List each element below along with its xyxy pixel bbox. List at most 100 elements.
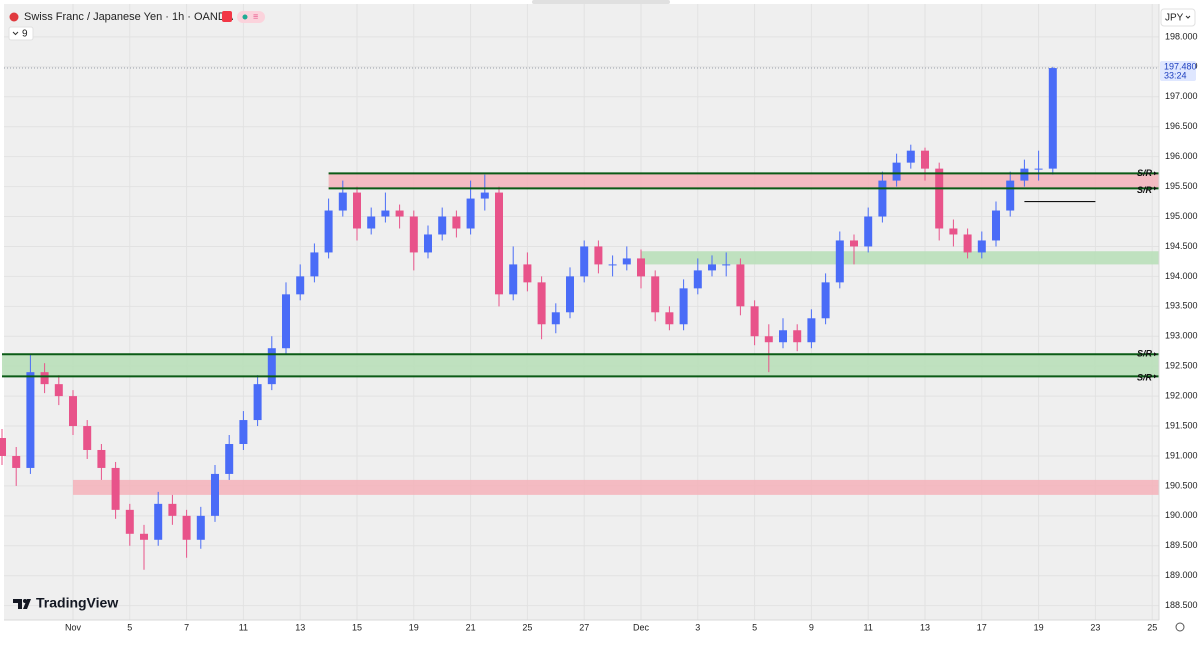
y-tick-label: 196.500 [1165,121,1198,131]
candle-body [750,306,759,337]
level-label: S/R [1137,349,1153,359]
price-tag [1160,61,1196,82]
candle-body [807,318,816,343]
x-tick-label: 13 [295,622,305,632]
candle-body [54,384,63,397]
candle-body [26,372,35,468]
candle-body [267,348,276,385]
x-tick-label: 17 [977,622,987,632]
candle-body [424,234,432,253]
candle-body [892,162,901,181]
level-arrow [1154,171,1157,176]
candle-body [69,396,77,427]
candle-body [736,264,745,307]
candle-body [651,276,660,313]
price-tag-countdown: 33:24 [1164,70,1187,80]
candle-body [693,270,702,289]
candle-body [992,210,1000,241]
y-tick-label: 193.000 [1165,331,1198,341]
y-tick-label: 195.000 [1165,211,1198,221]
y-tick-label: 194.500 [1165,241,1198,251]
y-tick-label: 189.500 [1165,540,1198,550]
currency-button[interactable] [1160,8,1196,27]
y-tick-label: 195.500 [1165,181,1198,191]
x-tick-label: Nov [65,622,82,632]
flag-icon[interactable] [222,11,232,22]
level-label: S/R [1137,168,1153,178]
candle-body [665,312,674,325]
level-label: S/R [1137,185,1153,195]
candle-body [140,533,148,540]
y-tick-label: 190.000 [1165,510,1198,520]
candle-body [921,150,929,169]
candle-body [438,216,447,235]
chevron [12,31,19,36]
candle-body [381,210,390,217]
candle-body [111,467,120,510]
candle-body [168,503,177,516]
candle-body [1020,168,1029,181]
price-tag-value: 197.480 [1164,61,1197,71]
logo-mark [23,599,27,603]
x-tick-label: 27 [579,622,589,632]
zone [328,173,1160,189]
y-tick-label: 192.000 [1165,390,1198,400]
x-tick-label: 3 [695,622,700,632]
x-tick-label: 25 [522,622,532,632]
chevron [1185,15,1191,19]
y-tick-label: 190.500 [1165,480,1198,490]
candle-body [282,294,290,349]
logo-text: TradingView [36,595,118,611]
candle-body [608,264,617,266]
candle-body [594,246,603,265]
x-tick-label: 15 [352,622,362,632]
candle-body [452,216,461,229]
candle-body [480,192,489,199]
candle-body [125,509,134,534]
candle-body [40,372,49,385]
candle-body [296,276,305,295]
status-icon: ≡ [253,11,258,21]
y-tick-label: 198.000 [1165,31,1198,41]
candle-body [537,282,546,325]
y-tick-label: 194.000 [1165,271,1198,281]
candle-body [353,192,361,229]
candle-body [551,312,560,325]
top-handle [532,0,670,4]
status-pill [237,11,265,23]
candle-body [338,192,347,211]
x-tick-label: 13 [920,622,930,632]
level-arrow [1154,352,1157,357]
candle-body [764,336,773,343]
settings-icon[interactable] [1175,622,1185,632]
candle-body [977,240,986,253]
candle-body [523,264,532,283]
candle-body [367,216,376,229]
candle-body [637,258,645,277]
y-tick-label: 193.500 [1165,301,1198,311]
candle-body [821,282,830,319]
candle-body [395,210,404,217]
candle-body [580,246,589,277]
x-tick-label: 5 [127,622,132,632]
x-tick-label: 5 [752,622,757,632]
y-tick-label: 196.000 [1165,151,1198,161]
indicator-toggle[interactable] [8,26,34,41]
level-arrow [1154,374,1157,379]
candle-body [466,198,475,229]
candle-body [906,150,915,163]
x-tick-label: Dec [633,622,650,632]
zone [73,479,1159,495]
candle-body [1048,68,1057,169]
candle-body [949,228,958,235]
candle-body [253,384,262,421]
indicator-count: 9 [22,29,28,40]
symbol-icon [9,12,19,22]
candle-body [196,515,205,540]
candle-body [864,216,873,247]
x-tick-label: 25 [1147,622,1157,632]
candle-body [878,180,887,217]
y-tick-label: 192.500 [1165,361,1198,371]
x-tick-label: 11 [864,622,873,632]
